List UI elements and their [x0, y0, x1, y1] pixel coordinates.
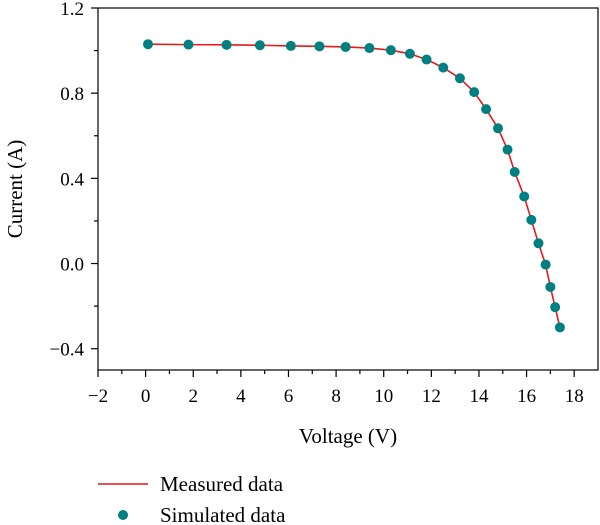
x-tick-label: 12	[422, 386, 441, 407]
x-tick-label: −2	[88, 386, 108, 407]
simulated-point	[519, 191, 530, 202]
simulated-point	[183, 39, 194, 50]
axes	[97, 7, 599, 371]
series-line-measured	[147, 43, 561, 328]
x-tick-label: 4	[236, 386, 246, 407]
legend-label-measured: Measured data	[160, 472, 284, 496]
y-axis-title: Current (A)	[3, 140, 27, 239]
x-tick-label: 18	[565, 386, 584, 407]
simulated-point	[469, 87, 480, 98]
x-tick-label: 16	[517, 386, 536, 407]
simulated-point	[526, 214, 537, 225]
x-ticks: −2 0 2 4 6 8 10 12 14 16 18	[88, 370, 584, 407]
y-tick-label: 0.0	[60, 255, 84, 276]
simulated-point	[404, 48, 415, 59]
legend: Measured data Simulated data	[98, 472, 286, 525]
plot-frame	[97, 7, 599, 371]
simulated-point	[221, 39, 232, 50]
simulated-point	[438, 62, 449, 73]
simulated-point	[285, 40, 296, 51]
simulated-point	[550, 302, 561, 313]
y-ticks: −0.4 0.0 0.4 0.8 1.2	[50, 0, 98, 361]
y-tick-label: −0.4	[50, 340, 85, 361]
simulated-point	[340, 41, 351, 52]
simulated-point	[554, 322, 565, 333]
simulated-point	[314, 41, 325, 52]
y-tick-label: 0.4	[60, 169, 84, 190]
x-tick-label: 2	[188, 386, 198, 407]
legend-dot-swatch	[118, 510, 128, 520]
simulated-point	[364, 43, 375, 54]
x-tick-label: 6	[284, 386, 294, 407]
x-tick-label: 10	[374, 386, 393, 407]
legend-label-simulated: Simulated data	[160, 503, 286, 525]
y-tick-label: 0.8	[60, 84, 84, 105]
x-tick-label: 0	[141, 386, 151, 407]
simulated-point	[533, 238, 544, 249]
simulated-point	[454, 73, 465, 84]
simulated-point	[385, 45, 396, 56]
series-points-simulated	[143, 39, 565, 333]
simulated-point	[493, 123, 503, 134]
simulated-point	[421, 54, 432, 65]
x-tick-label: 14	[469, 386, 489, 407]
simulated-point	[143, 39, 153, 50]
simulated-point	[540, 259, 551, 270]
x-axis-title: Voltage (V)	[299, 424, 397, 448]
x-tick-label: 8	[331, 386, 341, 407]
simulated-point	[481, 104, 492, 115]
simulated-point	[545, 281, 556, 292]
y-tick-label: 1.2	[60, 0, 84, 20]
plot-area	[143, 39, 565, 333]
simulated-point	[502, 144, 513, 155]
simulated-point	[509, 166, 520, 177]
simulated-point	[254, 40, 265, 51]
